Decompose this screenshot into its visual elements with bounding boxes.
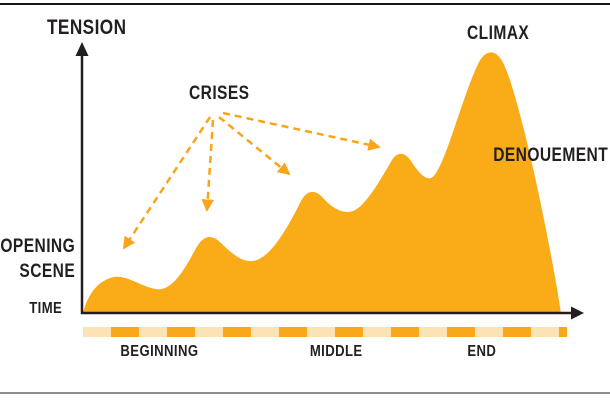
y-axis-arrowhead <box>75 42 89 56</box>
tension-curve-area <box>83 52 561 314</box>
opening-scene-label: OPENING SCENE <box>0 234 75 284</box>
crisis-arrow-2 <box>201 119 215 212</box>
climax-label: CLIMAX <box>467 23 530 44</box>
top-divider <box>0 3 610 5</box>
crisis-arrow-3 <box>218 116 291 176</box>
crises-arrows <box>122 111 381 250</box>
opening-scene-line2: SCENE <box>19 261 75 282</box>
timeline-label-middle: MIDDLE <box>309 343 363 360</box>
bottom-divider <box>0 392 610 394</box>
timeline-label-beginning: BEGINNING <box>120 343 199 360</box>
x-axis-label: TIME <box>29 300 62 317</box>
opening-scene-line1: OPENING <box>0 236 75 257</box>
crises-label: CRISES <box>189 83 250 104</box>
y-axis-label: TENSION <box>47 16 127 39</box>
x-axis-arrowhead <box>571 306 584 320</box>
denouement-label: DENOUEMENT <box>493 145 608 166</box>
crisis-arrow-4 <box>222 111 381 151</box>
timeline-label-end: END <box>467 343 497 360</box>
timeline-bar <box>83 327 567 337</box>
crisis-arrow-1 <box>122 116 212 250</box>
